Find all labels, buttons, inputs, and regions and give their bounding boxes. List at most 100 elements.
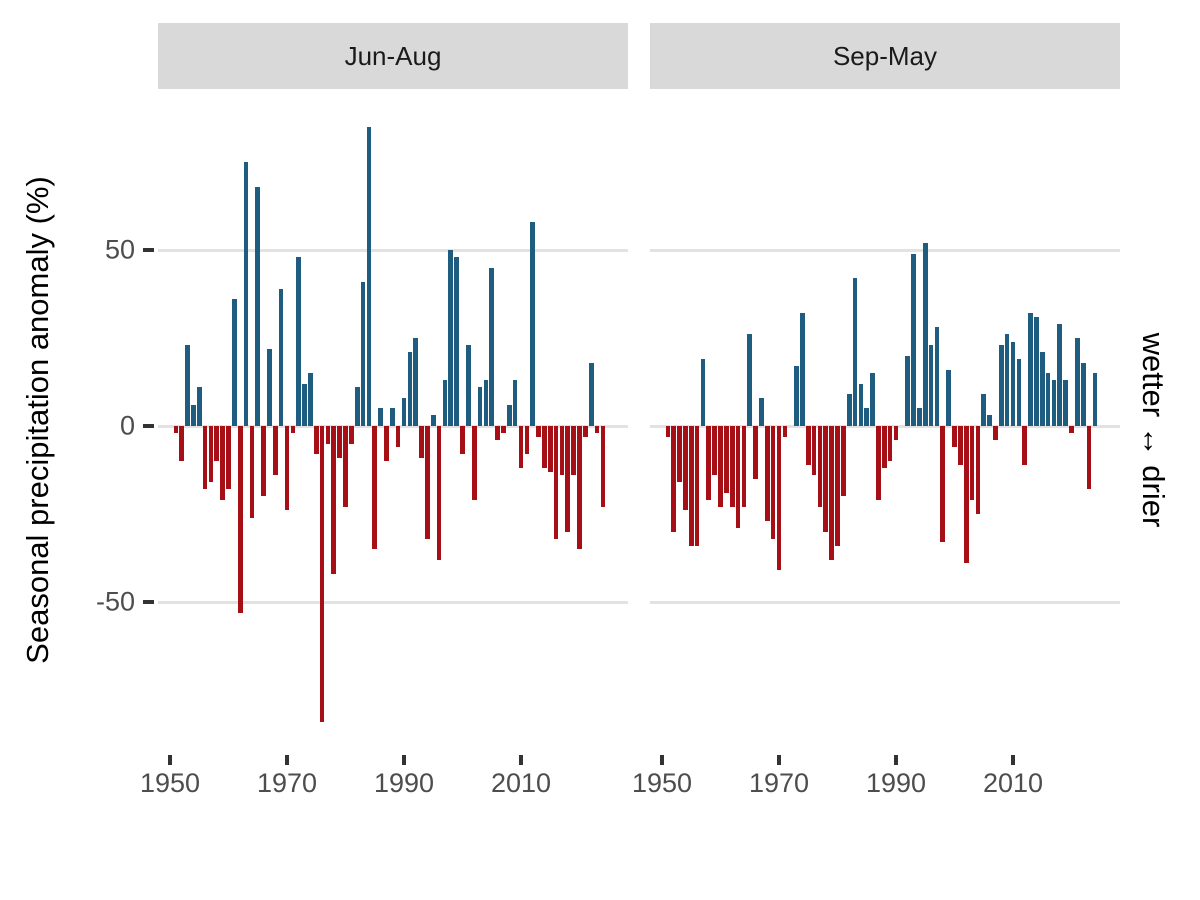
bar-1961 (232, 299, 237, 426)
bar-1974 (800, 313, 805, 426)
bar-1962 (237, 426, 243, 613)
bar-1991 (407, 352, 413, 426)
bar-1967 (267, 348, 272, 426)
bar-1973 (794, 366, 799, 426)
x-tick-label: 2010 (490, 768, 552, 798)
bar-1997 (442, 380, 448, 426)
bar-1955 (688, 426, 694, 546)
bar-2023 (1086, 426, 1092, 490)
bar-2022 (1080, 362, 1086, 426)
facet-strip-label: Jun-Aug (344, 40, 442, 71)
bar-2024 (600, 426, 606, 507)
panel-sep-may (650, 0, 1120, 900)
bar-1980 (835, 426, 840, 546)
bar-1964 (741, 426, 747, 507)
y-tick-mark (143, 248, 154, 252)
bar-1986 (870, 373, 875, 426)
bar-1985 (864, 408, 870, 426)
bar-1970 (776, 426, 782, 571)
bar-2022 (588, 362, 594, 426)
bar-1993 (419, 426, 424, 458)
bar-2007 (993, 426, 998, 441)
bar-2013 (1028, 313, 1033, 426)
bar-1985 (372, 426, 378, 550)
x-tick-label: 1950 (631, 768, 693, 798)
bar-1965 (255, 186, 261, 426)
bar-1960 (718, 426, 723, 507)
bar-1972 (296, 257, 302, 426)
bar-2015 (547, 426, 553, 472)
bar-2012 (1022, 426, 1028, 465)
bar-1983 (852, 278, 858, 426)
bar-2000 (460, 426, 465, 455)
bar-1965 (747, 334, 753, 426)
bar-1997 (934, 327, 940, 426)
bar-1992 (905, 355, 911, 426)
bar-1959 (712, 426, 717, 476)
bar-2004 (975, 426, 981, 514)
bar-1973 (302, 383, 307, 426)
bar-1981 (841, 426, 846, 497)
bar-1983 (360, 281, 366, 426)
bar-1956 (694, 426, 700, 546)
bar-1998 (448, 250, 454, 426)
bar-1968 (764, 426, 770, 522)
bar-1969 (770, 426, 776, 539)
bar-2017 (559, 426, 565, 476)
bar-2019 (1063, 380, 1068, 426)
bar-2008 (998, 345, 1004, 426)
bar-2021 (1075, 338, 1080, 426)
bar-2005 (489, 267, 495, 426)
x-tick-label: 1970 (748, 768, 810, 798)
bar-1953 (677, 426, 682, 483)
bar-2009 (1004, 334, 1010, 426)
bar-2023 (594, 426, 600, 434)
bar-1960 (226, 426, 231, 490)
bar-2001 (958, 426, 963, 465)
x-tick-mark (660, 755, 664, 765)
bar-2006 (987, 415, 992, 426)
bar-2009 (512, 380, 518, 426)
gridline-y--50 (650, 600, 1120, 604)
bar-1977 (817, 426, 823, 507)
bar-2010 (1010, 341, 1016, 426)
bar-1986 (378, 408, 383, 426)
bar-1963 (243, 162, 249, 426)
bar-1976 (811, 426, 817, 476)
bar-1955 (196, 387, 202, 426)
bar-2014 (1034, 316, 1039, 426)
bar-2005 (981, 394, 987, 426)
x-tick-mark (777, 755, 781, 765)
bar-1999 (454, 257, 459, 426)
bar-1961 (724, 426, 729, 493)
bar-1981 (349, 426, 354, 444)
gridline-y--50 (158, 600, 628, 604)
bar-1994 (917, 408, 922, 426)
y-tick-label: 0 (119, 410, 135, 441)
bar-1980 (343, 426, 348, 507)
bar-1959 (220, 426, 225, 500)
bar-2016 (553, 426, 559, 539)
bar-1993 (911, 253, 916, 426)
bar-2024 (1092, 373, 1098, 426)
bar-1952 (179, 426, 185, 462)
bar-1990 (401, 397, 407, 426)
bar-1977 (325, 426, 331, 444)
bar-1958 (214, 426, 220, 462)
bar-1987 (876, 426, 881, 500)
bar-1962 (729, 426, 735, 507)
bar-1990 (893, 426, 899, 441)
bar-1956 (202, 426, 208, 490)
bar-2014 (542, 426, 547, 469)
bar-2015 (1039, 352, 1045, 426)
bar-1969 (278, 288, 284, 426)
bar-1966 (261, 426, 266, 497)
bar-1982 (354, 387, 360, 426)
bar-1951 (665, 426, 671, 437)
gridline-y-0 (158, 424, 628, 428)
bar-2002 (471, 426, 477, 500)
bar-2016 (1045, 373, 1051, 426)
bar-2012 (530, 221, 536, 426)
bar-2010 (518, 426, 524, 469)
bar-1988 (881, 426, 887, 469)
